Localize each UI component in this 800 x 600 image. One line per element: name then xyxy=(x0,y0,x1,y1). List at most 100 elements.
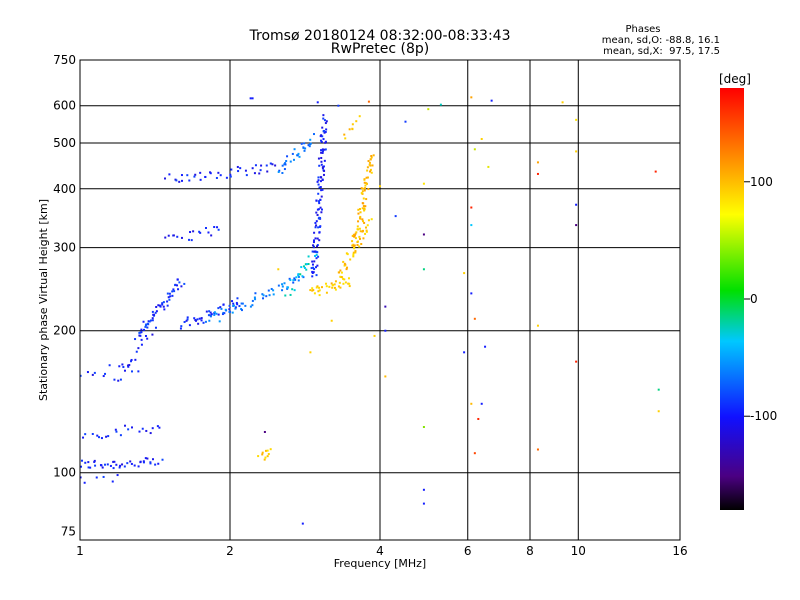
data-point xyxy=(202,321,205,324)
data-point xyxy=(366,166,369,169)
data-point xyxy=(366,169,369,172)
data-point xyxy=(473,452,476,455)
data-point xyxy=(274,164,277,167)
data-point xyxy=(334,288,337,291)
data-point xyxy=(245,174,248,177)
data-point xyxy=(480,137,483,140)
data-point xyxy=(369,168,372,171)
data-point xyxy=(318,294,321,297)
data-point xyxy=(324,122,327,125)
y-tick-label: 500 xyxy=(53,136,76,150)
data-point xyxy=(359,217,362,220)
data-point xyxy=(333,283,336,286)
data-point xyxy=(359,215,362,218)
data-point xyxy=(176,284,179,287)
data-point xyxy=(484,345,487,348)
data-point xyxy=(281,164,284,167)
data-point xyxy=(473,317,476,320)
data-point xyxy=(325,285,328,288)
data-point xyxy=(171,290,174,293)
data-point xyxy=(358,235,361,238)
data-point xyxy=(217,307,220,310)
data-point xyxy=(339,269,342,272)
data-point xyxy=(293,148,296,151)
data-point xyxy=(316,180,319,183)
data-point xyxy=(575,224,578,227)
data-point xyxy=(146,457,149,460)
data-point xyxy=(222,311,225,314)
data-point xyxy=(312,266,315,269)
data-point xyxy=(379,185,381,188)
data-point xyxy=(349,258,352,261)
data-point xyxy=(358,245,361,248)
data-point xyxy=(313,268,316,271)
data-point xyxy=(181,179,184,182)
data-point xyxy=(316,237,319,240)
data-point xyxy=(315,220,318,223)
data-point xyxy=(311,250,314,253)
data-point xyxy=(657,410,660,413)
data-point xyxy=(307,255,310,258)
data-point xyxy=(130,426,133,429)
data-point xyxy=(221,313,224,316)
data-point xyxy=(249,97,252,100)
data-point xyxy=(188,238,191,241)
data-point xyxy=(422,268,425,271)
data-point xyxy=(301,522,304,525)
data-point xyxy=(216,226,219,229)
data-point xyxy=(312,271,315,274)
data-point xyxy=(346,266,349,269)
data-point xyxy=(138,334,141,337)
data-point xyxy=(343,262,346,265)
data-point xyxy=(207,314,210,317)
data-point xyxy=(240,307,243,310)
data-point xyxy=(109,464,112,467)
data-point xyxy=(303,142,306,145)
data-point xyxy=(322,114,325,117)
data-point xyxy=(360,187,363,190)
data-point xyxy=(309,142,312,145)
data-point xyxy=(322,165,325,168)
data-point xyxy=(356,228,359,231)
data-point xyxy=(373,334,376,337)
data-point xyxy=(352,243,355,246)
data-point xyxy=(315,274,318,277)
data-point xyxy=(363,189,366,192)
data-point xyxy=(168,298,171,301)
data-point xyxy=(363,221,366,224)
data-point xyxy=(127,365,130,368)
data-point xyxy=(296,154,299,157)
data-point xyxy=(213,313,216,316)
data-point xyxy=(323,159,326,162)
data-point xyxy=(305,268,308,271)
data-point xyxy=(168,292,171,295)
data-point xyxy=(119,434,122,437)
data-point xyxy=(320,149,323,152)
data-point xyxy=(118,466,121,469)
data-point xyxy=(297,275,300,278)
data-point xyxy=(284,294,287,297)
data-point xyxy=(137,465,140,468)
data-point xyxy=(146,337,149,340)
data-point xyxy=(320,189,323,192)
data-point xyxy=(561,101,564,104)
data-point xyxy=(317,179,320,182)
data-point xyxy=(358,115,361,118)
data-point xyxy=(145,429,148,432)
data-point xyxy=(364,205,367,208)
data-point xyxy=(144,334,147,337)
data-point xyxy=(253,296,256,299)
data-point xyxy=(367,219,370,222)
data-point xyxy=(209,172,212,175)
data-point xyxy=(352,233,355,236)
data-point xyxy=(102,475,105,478)
data-point xyxy=(144,324,147,327)
data-point xyxy=(463,272,466,275)
data-point xyxy=(91,432,94,435)
data-point xyxy=(261,293,264,296)
data-point xyxy=(84,433,87,436)
data-point xyxy=(318,225,321,228)
data-point xyxy=(210,234,213,237)
data-point xyxy=(258,172,261,175)
data-point xyxy=(207,231,210,234)
